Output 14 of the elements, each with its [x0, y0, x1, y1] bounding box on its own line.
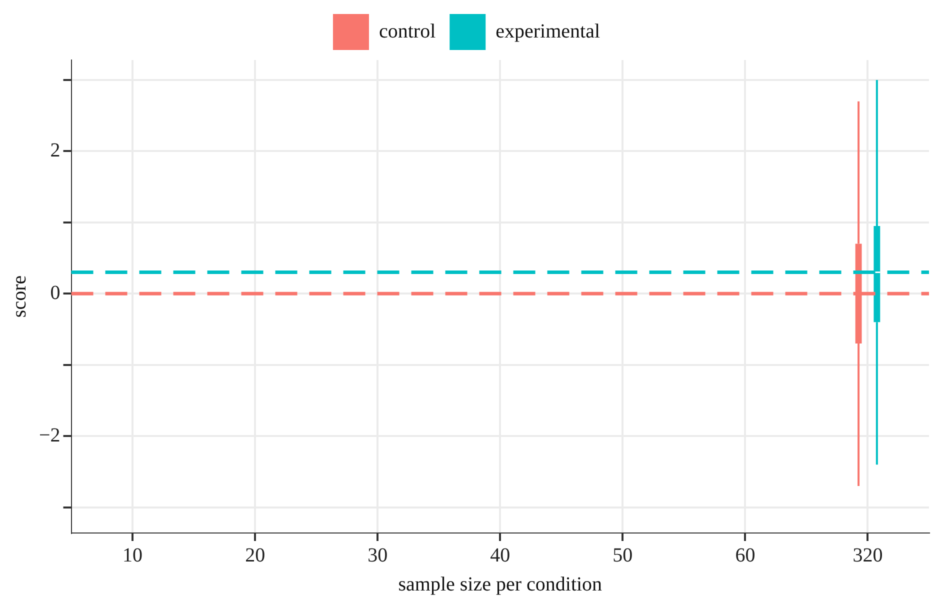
x-tick-label: 20 [245, 544, 266, 566]
legend-label: experimental [496, 20, 600, 42]
x-tick-label: 40 [490, 544, 510, 566]
x-tick-label: 50 [612, 544, 633, 566]
y-axis-title: score [8, 275, 30, 318]
x-tick-label: 60 [735, 544, 756, 566]
y-tick-label: −2 [39, 424, 60, 446]
y-tick-label: 0 [50, 282, 60, 304]
y-tick-label: 2 [50, 139, 60, 162]
x-axis-title: sample size per condition [398, 573, 602, 596]
x-tick-label: 30 [368, 544, 388, 566]
x-tick-label: 320 [852, 544, 883, 566]
legend-label: control [378, 20, 436, 42]
x-tick-label: 10 [122, 544, 143, 566]
